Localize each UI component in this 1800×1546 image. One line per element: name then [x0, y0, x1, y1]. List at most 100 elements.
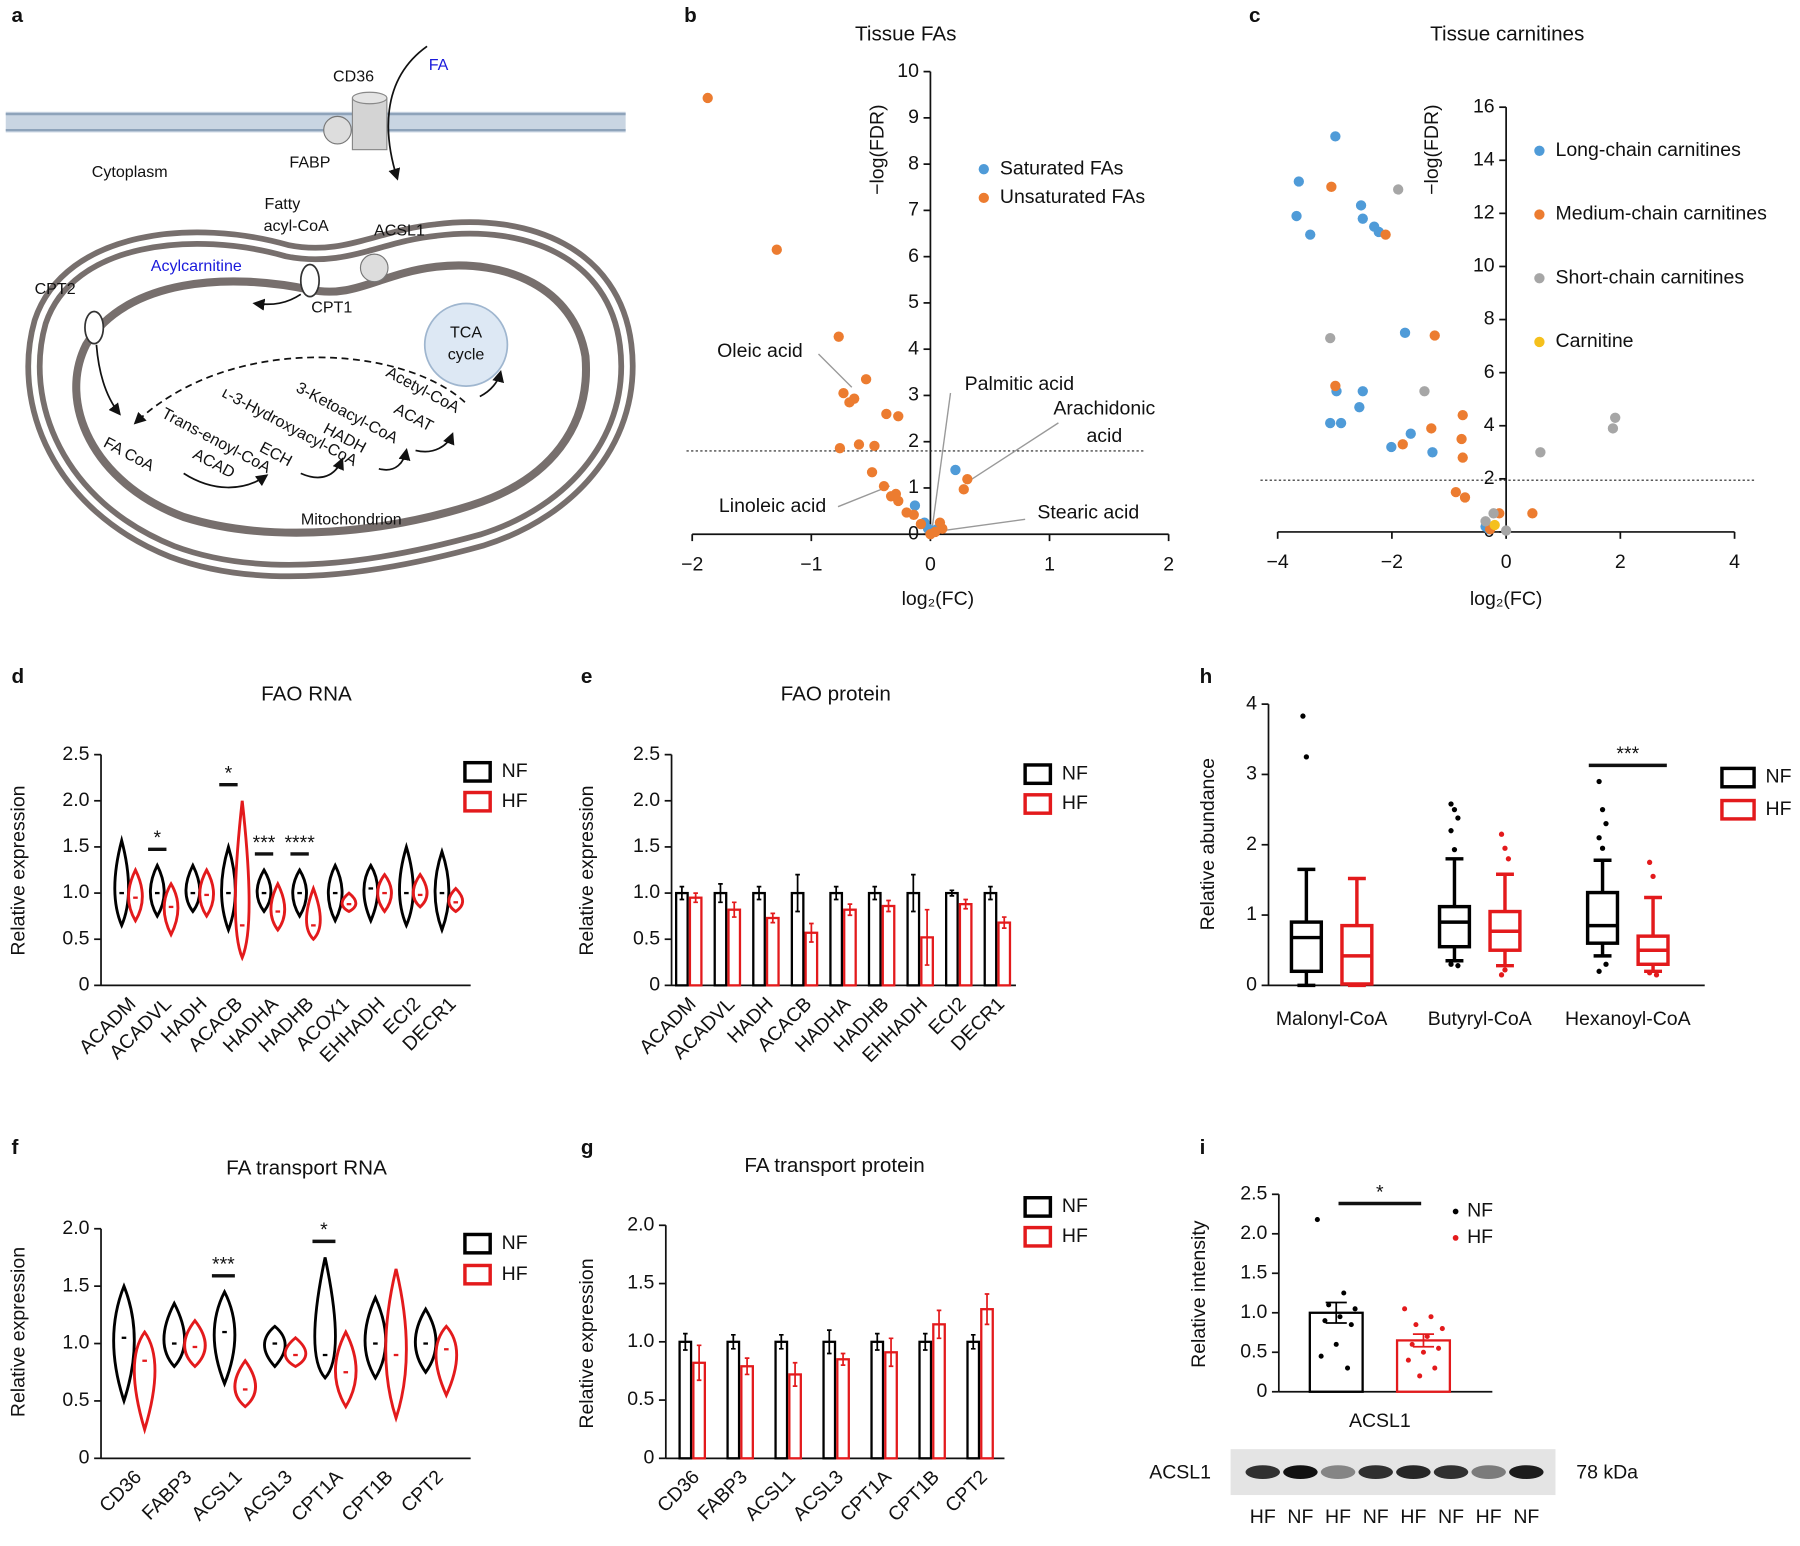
y-tick-label: 2.0: [633, 789, 660, 811]
point: [869, 440, 880, 452]
y-tick-label: 1: [1246, 903, 1257, 925]
error-bar: [826, 1329, 832, 1355]
error-bar: [744, 1357, 750, 1376]
violin: [113, 834, 131, 930]
point: [1450, 486, 1462, 498]
blot-band: [1283, 1465, 1318, 1479]
point: [958, 484, 969, 495]
y-tick-label: 0: [643, 1446, 654, 1468]
data-point: [1413, 1322, 1419, 1328]
point: [1535, 447, 1546, 458]
x-axis-label: log₂(FC): [1470, 588, 1543, 610]
data-point: [1322, 1318, 1328, 1324]
legend-label: Long-chain carnitines: [1555, 139, 1741, 161]
arrow: [252, 293, 302, 311]
y-tick-label: 1.5: [62, 835, 89, 857]
outlier: [1653, 972, 1660, 978]
legend-marker: [1534, 209, 1545, 220]
outlier: [1596, 778, 1602, 785]
x-tick-label: 4: [1729, 551, 1740, 573]
x-tick-label: CPT1A: [836, 1466, 896, 1526]
annotation-leader: [931, 392, 952, 529]
chart-title: FAO RNA: [261, 682, 352, 705]
y-tick-label: 2.0: [62, 1217, 89, 1239]
outlier: [1303, 754, 1310, 760]
box: [1437, 904, 1472, 949]
violin: [183, 1318, 207, 1369]
point: [1427, 447, 1438, 458]
y-tick-label: 14: [1473, 148, 1495, 170]
data-point: [1436, 1345, 1442, 1351]
point: [1459, 492, 1471, 503]
point: [1357, 213, 1368, 224]
point: [833, 331, 844, 342]
legend-marker: [1720, 798, 1756, 821]
significance-label: ***: [212, 1254, 235, 1276]
violin: [340, 891, 358, 914]
significance-label: ***: [253, 832, 276, 854]
error-bar: [718, 882, 723, 904]
data-point: [1420, 1349, 1426, 1355]
x-tick-label: −2: [681, 553, 703, 575]
legend-marker: [1023, 793, 1053, 815]
diagram-label: CD36: [333, 68, 374, 86]
lane-label: HF: [1400, 1506, 1426, 1528]
lane-label: HF: [1476, 1506, 1502, 1528]
error-bar: [847, 903, 853, 917]
violin: [162, 1300, 186, 1369]
error-bar: [795, 873, 800, 913]
diagram-label: Cytoplasm: [92, 163, 168, 181]
bar: [867, 891, 882, 987]
point: [1480, 516, 1491, 527]
error-bar: [731, 901, 737, 918]
bar: [918, 1340, 933, 1460]
membrane: [5, 111, 626, 133]
legend-marker: [1023, 1225, 1053, 1248]
y-tick-label: 2: [1484, 467, 1495, 489]
legend-label: NF: [502, 1232, 528, 1254]
blot-band: [1509, 1465, 1544, 1479]
blot-band: [1245, 1465, 1280, 1479]
y-tick-label: 2.5: [62, 743, 89, 765]
blot-band: [1396, 1465, 1431, 1479]
violin: [233, 800, 251, 962]
legend-label: NF: [1766, 766, 1792, 788]
x-tick-label: Butyryl-CoA: [1428, 1008, 1532, 1030]
point: [834, 443, 846, 454]
point: [702, 92, 713, 104]
diagram-label: CPT1: [311, 298, 352, 316]
point: [1335, 417, 1347, 429]
y-tick-label: 4: [1246, 692, 1257, 714]
outlier: [1498, 831, 1505, 837]
error-bar: [833, 885, 839, 901]
y-tick-label: 0.5: [62, 927, 89, 949]
y-axis-label: Relative expression: [576, 1258, 598, 1428]
bar: [752, 891, 766, 987]
cpt1: [299, 263, 320, 298]
legend-marker: [1534, 273, 1545, 284]
diagram-label: cycle: [448, 345, 485, 363]
annotation: Stearic acid: [1037, 502, 1139, 524]
violin: [414, 1306, 438, 1375]
bar: [727, 908, 742, 987]
significance-label: *: [153, 827, 161, 849]
annotation: Oleic acid: [717, 340, 803, 362]
y-tick-label: 0: [908, 522, 919, 544]
point: [1386, 441, 1397, 453]
violin: [255, 867, 273, 914]
point: [1325, 417, 1336, 429]
error-bar: [1001, 916, 1007, 930]
chart-title: FA transport protein: [744, 1154, 924, 1177]
legend-label: HF: [1766, 798, 1792, 820]
bar: [740, 1365, 754, 1460]
legend-marker: [463, 1232, 492, 1255]
legend-marker: [463, 1263, 492, 1286]
point: [1397, 439, 1408, 450]
point: [908, 509, 919, 520]
error-bar: [949, 889, 955, 897]
point: [1405, 428, 1416, 439]
point: [771, 244, 782, 255]
legend-label: Saturated FAs: [1000, 157, 1124, 179]
bar: [966, 1340, 981, 1460]
cpt2: [84, 310, 105, 345]
